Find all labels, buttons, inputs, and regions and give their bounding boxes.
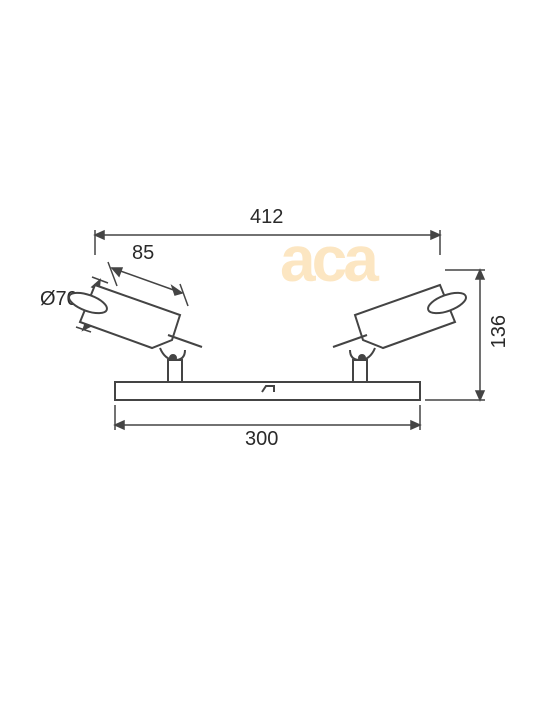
left-shade <box>66 285 202 361</box>
drawing-svg <box>40 200 500 480</box>
technical-drawing: 412 85 Ø70 300 136 <box>40 200 500 480</box>
dim-base-width <box>115 405 420 430</box>
base-plate <box>115 382 420 400</box>
posts <box>168 360 367 382</box>
right-shade <box>333 285 469 361</box>
dim-overall-width <box>95 230 440 255</box>
